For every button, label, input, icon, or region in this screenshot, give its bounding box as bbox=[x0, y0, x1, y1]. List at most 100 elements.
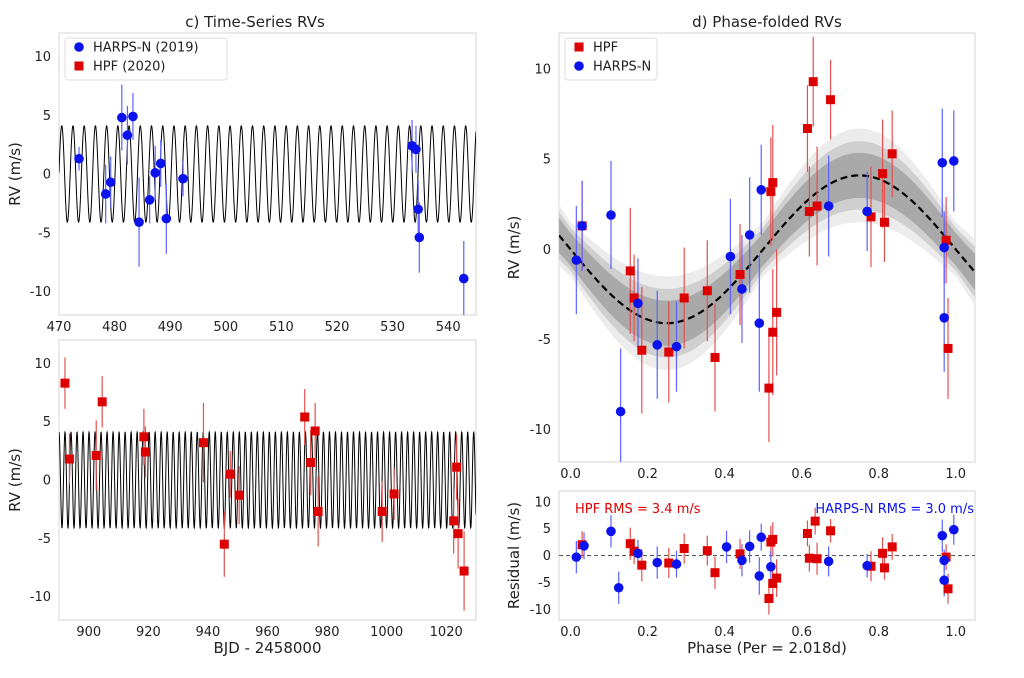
x-tick-label: 510 bbox=[269, 320, 294, 335]
data-point bbox=[725, 251, 736, 262]
data-point bbox=[939, 312, 949, 323]
data-point bbox=[155, 158, 166, 169]
data-point bbox=[772, 307, 782, 317]
data-point bbox=[702, 546, 712, 556]
data-point bbox=[737, 284, 747, 294]
data-point bbox=[637, 345, 647, 355]
data-point bbox=[804, 206, 814, 216]
data-point bbox=[937, 530, 948, 541]
data-point bbox=[105, 177, 116, 188]
y-tick-label: 10 bbox=[534, 495, 551, 510]
y-tick-label: 0 bbox=[43, 474, 51, 489]
legend: HPF HARPS-N bbox=[564, 37, 658, 81]
data-point bbox=[943, 584, 953, 594]
y-tick-label: -10 bbox=[30, 590, 51, 605]
data-point bbox=[117, 112, 127, 123]
data-point bbox=[637, 560, 647, 570]
legend-marker bbox=[574, 42, 584, 52]
legend-marker bbox=[74, 42, 84, 52]
data-point bbox=[671, 559, 682, 569]
model-curve bbox=[59, 125, 476, 223]
x-tick-label: 0.4 bbox=[714, 467, 735, 482]
data-point bbox=[949, 524, 959, 535]
data-point bbox=[879, 563, 889, 573]
y-tick-label: 5 bbox=[543, 522, 551, 537]
plot-area bbox=[559, 36, 975, 462]
data-point bbox=[764, 594, 774, 603]
x-tick-label: 900 bbox=[76, 625, 101, 640]
data-point bbox=[452, 462, 462, 472]
x-tick-label: 470 bbox=[47, 320, 72, 335]
data-point bbox=[702, 286, 712, 296]
data-point bbox=[306, 458, 316, 467]
data-point bbox=[754, 318, 765, 329]
data-point bbox=[629, 293, 639, 303]
data-point bbox=[949, 156, 959, 166]
data-point bbox=[823, 556, 834, 567]
data-point bbox=[60, 378, 70, 388]
x-tick-label: 940 bbox=[196, 625, 221, 640]
data-point bbox=[768, 534, 778, 544]
data-point bbox=[453, 529, 463, 539]
y-tick-label: 5 bbox=[43, 415, 51, 430]
data-point bbox=[606, 210, 616, 220]
y-tick-label: 10 bbox=[34, 357, 51, 372]
data-point bbox=[756, 532, 767, 543]
x-tick-label: 0.8 bbox=[868, 467, 889, 482]
y-tick-label: -10 bbox=[30, 285, 51, 300]
data-point bbox=[710, 568, 720, 578]
y-tick-label: -5 bbox=[38, 226, 51, 241]
data-point bbox=[943, 343, 953, 353]
title-time-series: c) Time-Series RVs bbox=[185, 13, 325, 31]
data-point bbox=[826, 95, 836, 105]
data-point bbox=[939, 242, 949, 253]
y-tick-label: 0 bbox=[43, 168, 51, 183]
data-point bbox=[802, 528, 812, 538]
data-point bbox=[878, 169, 888, 179]
data-point bbox=[937, 157, 948, 168]
legend-label: HARPS-N (2019) bbox=[93, 41, 199, 56]
x-tick-label: 1000 bbox=[370, 625, 403, 640]
data-point bbox=[615, 406, 626, 417]
data-point bbox=[766, 187, 776, 197]
y-tick-label: 5 bbox=[543, 153, 551, 168]
y-tick-label: -5 bbox=[538, 576, 551, 591]
title-phase-folded: d) Phase-folded RVs bbox=[692, 13, 842, 31]
data-point bbox=[939, 575, 949, 586]
data-point bbox=[300, 412, 310, 422]
legend-box bbox=[564, 37, 658, 81]
data-point bbox=[411, 144, 421, 155]
data-point bbox=[679, 293, 689, 303]
x-tick-label: 980 bbox=[315, 625, 340, 640]
data-point bbox=[879, 217, 889, 227]
data-point bbox=[941, 235, 951, 245]
x-tick-label: 530 bbox=[380, 320, 405, 335]
x-tick-label: 500 bbox=[213, 320, 238, 335]
data-point bbox=[150, 168, 160, 178]
data-point bbox=[625, 266, 635, 276]
y-axis-label: RV (m/s) bbox=[6, 448, 24, 512]
data-point bbox=[606, 526, 616, 537]
data-point bbox=[225, 469, 235, 479]
x-tick-label: 520 bbox=[325, 320, 350, 335]
legend-box bbox=[64, 37, 228, 81]
y-tick-label: 10 bbox=[34, 50, 51, 65]
x-tick-label: 0.6 bbox=[791, 625, 812, 640]
x-tick-label: 0.2 bbox=[637, 467, 658, 482]
data-point bbox=[139, 432, 149, 442]
data-point bbox=[140, 447, 150, 457]
model-band bbox=[559, 152, 975, 346]
x-tick-label: 1.0 bbox=[945, 625, 966, 640]
data-point bbox=[812, 201, 822, 211]
data-point bbox=[664, 347, 674, 357]
panel-phase-folded: -10 -5 0 5 10 0.0 0.2 0.4 0.6 0.8 1.0 RV (m/s) HPF HA… bbox=[505, 32, 976, 482]
data-point bbox=[756, 185, 767, 195]
data-point bbox=[887, 542, 897, 552]
plot-area bbox=[559, 507, 975, 615]
data-point bbox=[633, 548, 643, 559]
y-tick-label: 0 bbox=[543, 549, 551, 564]
data-point bbox=[744, 541, 755, 552]
x-tick-label: 1.0 bbox=[945, 467, 966, 482]
data-point bbox=[808, 77, 818, 87]
